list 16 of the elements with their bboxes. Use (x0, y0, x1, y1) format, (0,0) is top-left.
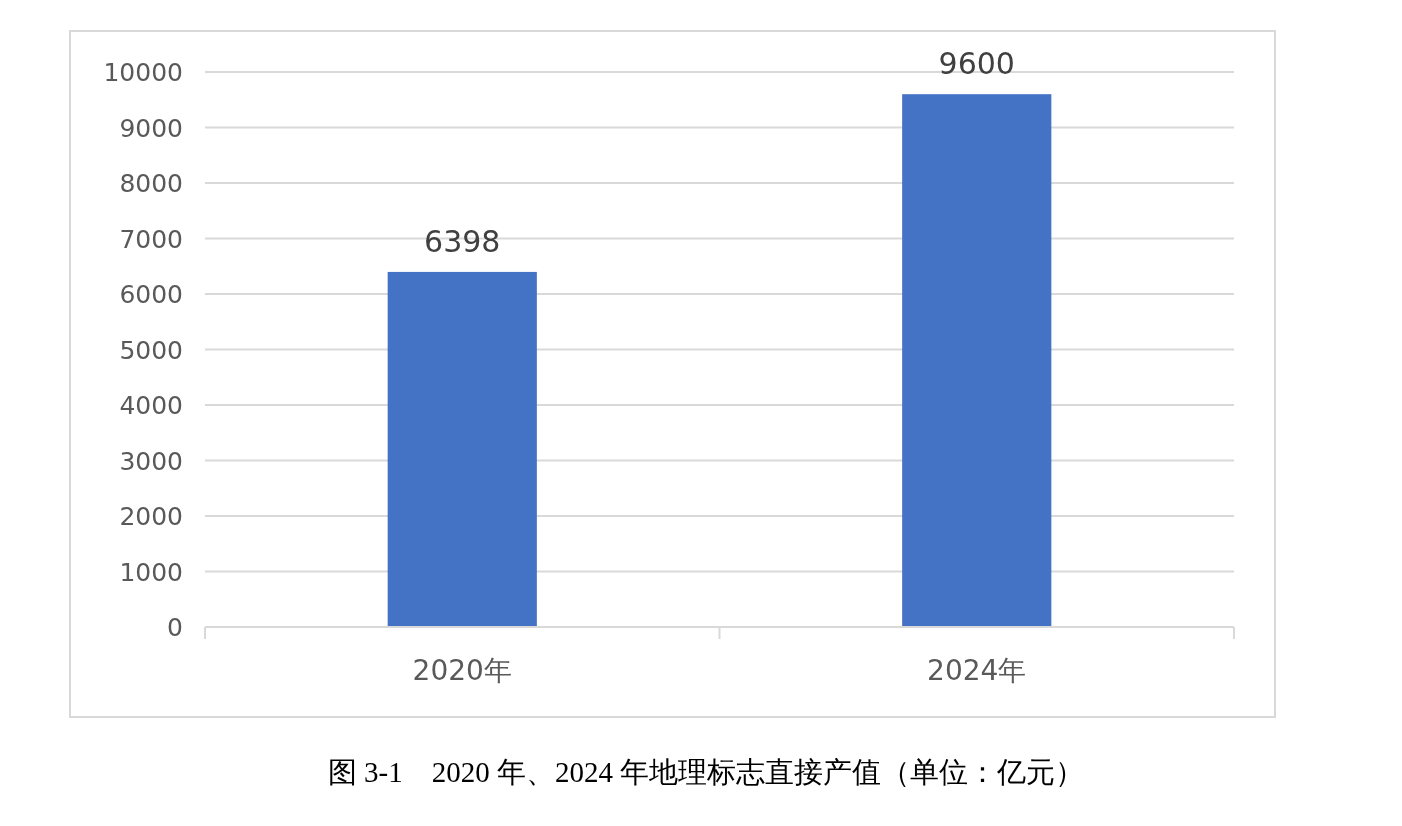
y-tick-label: 8000 (119, 169, 183, 198)
y-tick-label: 7000 (119, 224, 183, 254)
y-tick-label: 9000 (119, 113, 183, 143)
y-tick-label: 6000 (119, 280, 183, 309)
data-label: 9600 (938, 46, 1015, 82)
y-tick-label: 1000 (119, 557, 183, 587)
data-label: 6398 (424, 223, 501, 259)
y-tick-label: 0 (167, 613, 183, 642)
y-tick-label: 2000 (119, 502, 183, 531)
y-tick-label: 3000 (119, 446, 183, 476)
x-tick-label: 2024年 (927, 654, 1027, 687)
y-tick-label: 10000 (103, 58, 183, 87)
x-tick-label: 2020年 (412, 654, 512, 687)
y-tick-label: 4000 (119, 391, 183, 420)
y-tick-label: 5000 (119, 335, 183, 365)
caption: 图 3-1 2020 年、2024 年地理标志直接产值（单位：亿元） (327, 756, 1085, 788)
